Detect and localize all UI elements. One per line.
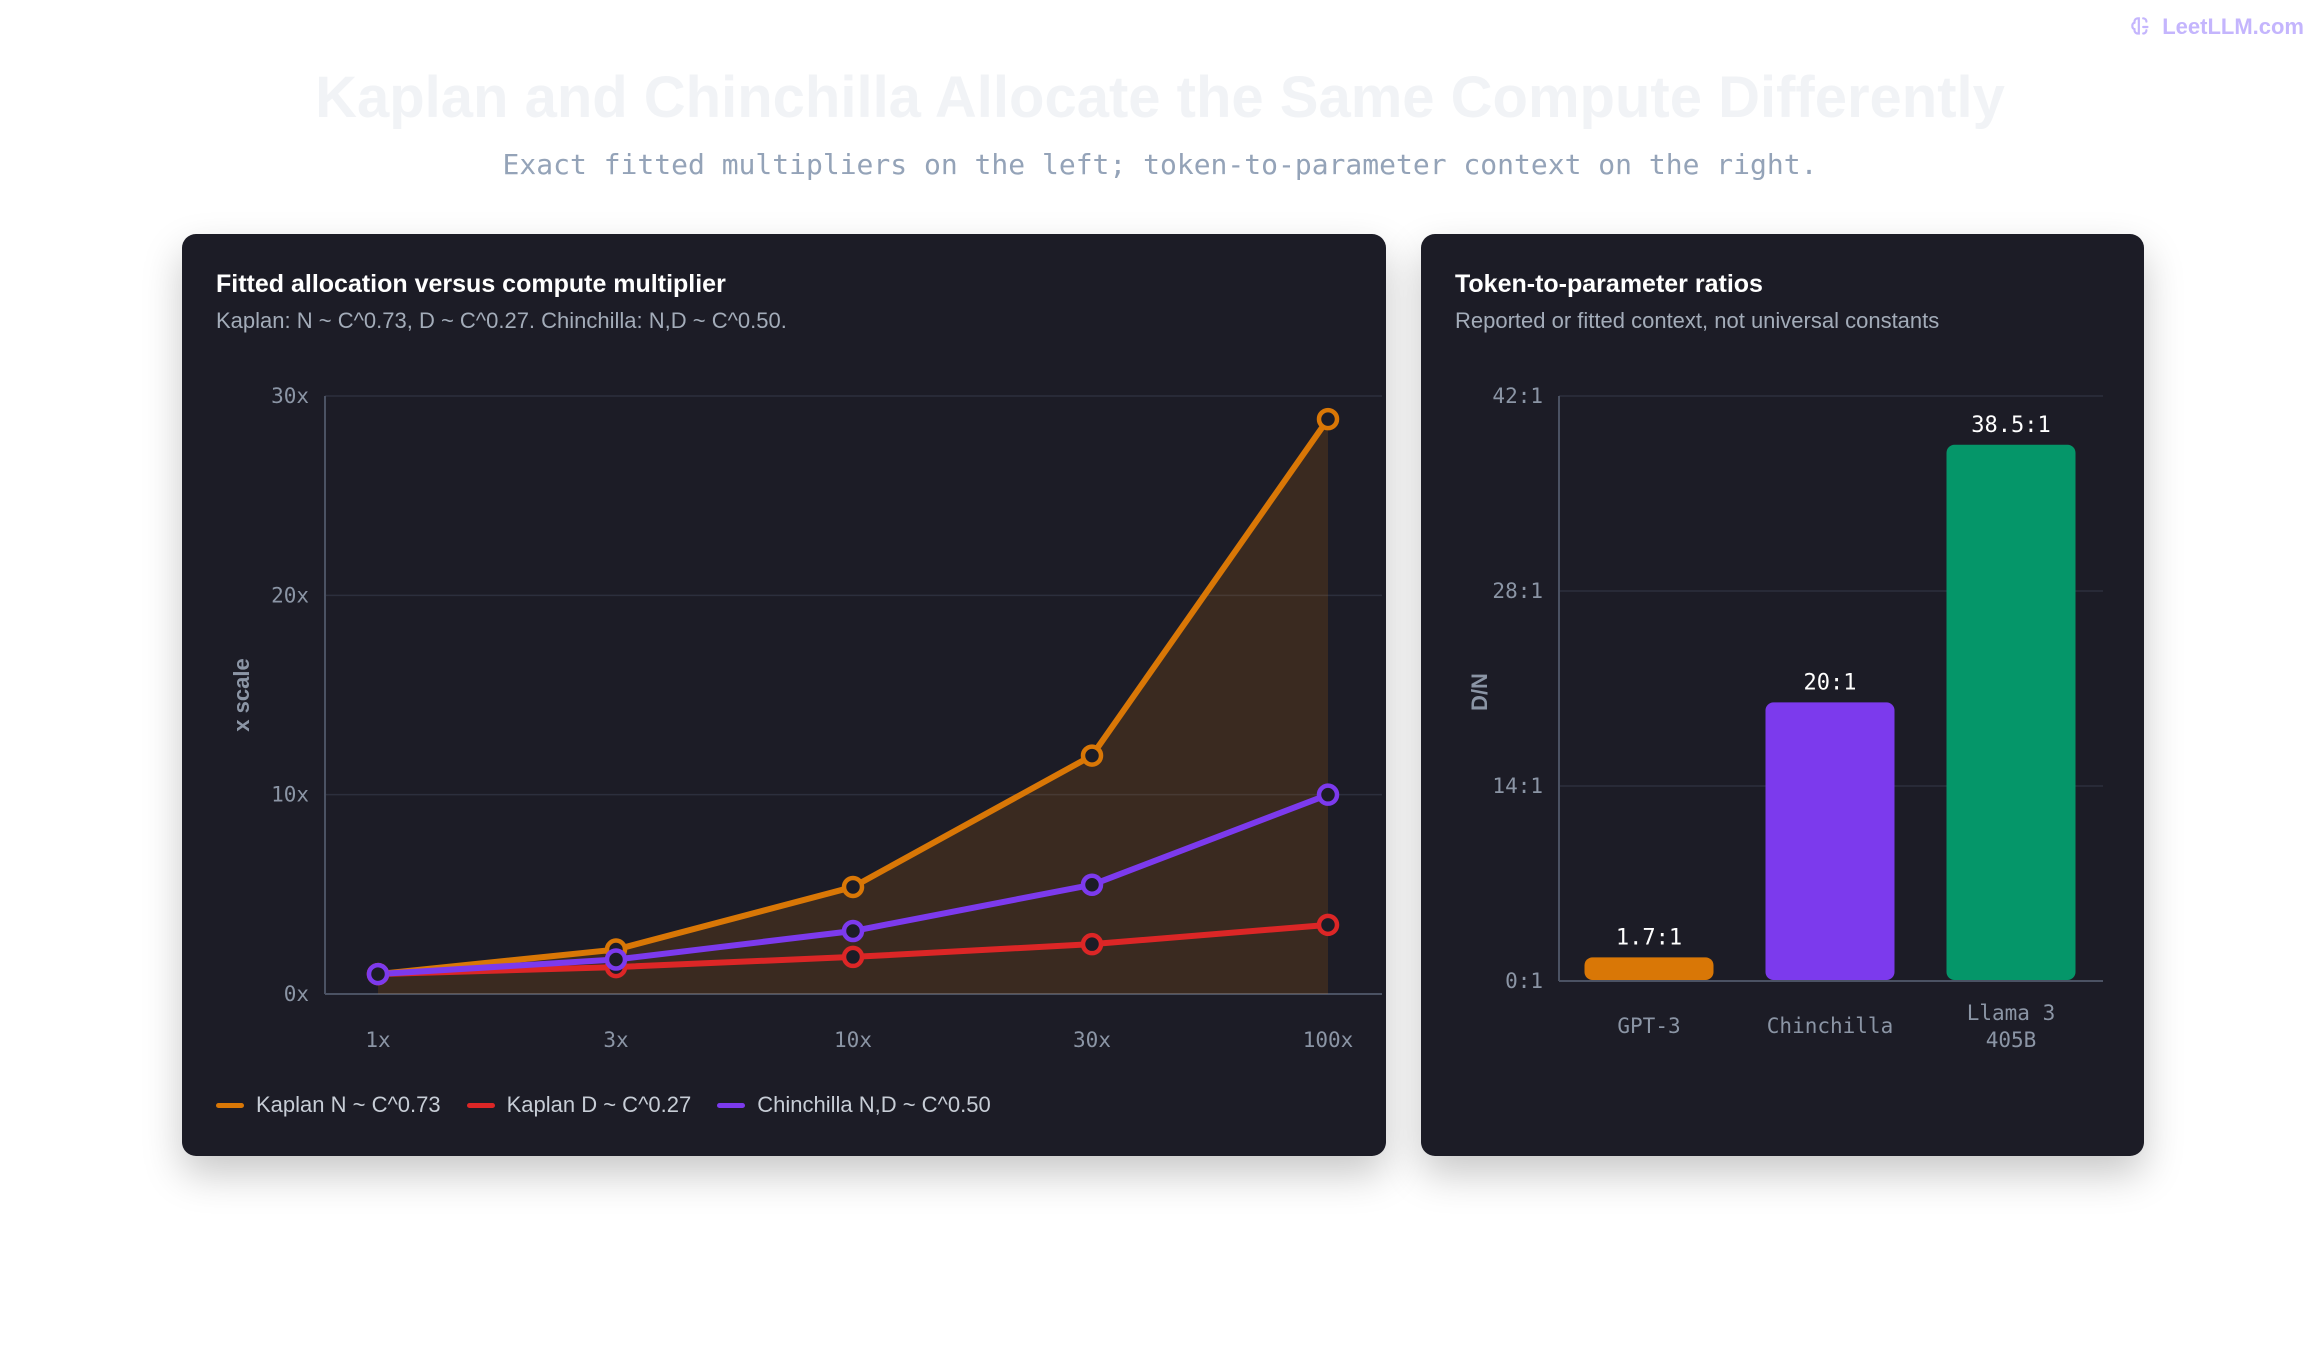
brand[interactable]: LeetLLM.com <box>2128 14 2304 40</box>
area-fill <box>378 419 1328 994</box>
page-title: Kaplan and Chinchilla Allocate the Same … <box>315 65 2005 130</box>
legend-label: Kaplan D ~ C^0.27 <box>506 1092 692 1117</box>
legend-label: Chinchilla N,D ~ C^0.50 <box>757 1092 991 1117</box>
data-point <box>841 875 865 899</box>
bar <box>1584 957 1714 980</box>
data-point <box>841 919 865 943</box>
y-tick-label: 20x <box>271 583 309 607</box>
y-axis-label: D/N <box>1467 673 1492 711</box>
y-tick-label: 0x <box>284 982 309 1006</box>
legend-label: Kaplan N ~ C^0.73 <box>256 1092 441 1117</box>
legend-item-kaplan-d: Kaplan D ~ C^0.27 <box>466 1092 692 1118</box>
y-tick-label: 0:1 <box>1505 969 1543 993</box>
y-axis-label: x scale <box>229 658 254 731</box>
bar <box>1765 702 1895 980</box>
y-tick-label: 14:1 <box>1492 774 1543 798</box>
bar-value-label: 20:1 <box>1804 670 1857 695</box>
data-point <box>841 945 865 969</box>
x-tick-label: Llama 3 <box>1967 1001 2056 1025</box>
bar-value-label: 1.7:1 <box>1616 925 1682 950</box>
allocation-panel-subtitle: Kaplan: N ~ C^0.73, D ~ C^0.27. Chinchil… <box>216 308 787 333</box>
legend-swatch <box>466 1102 495 1108</box>
bar-value-label: 38.5:1 <box>1971 413 2050 438</box>
data-point <box>366 962 390 986</box>
y-tick-label: 10x <box>271 783 309 807</box>
legend-item-kaplan-n: Kaplan N ~ C^0.73 <box>216 1092 441 1118</box>
bar-chart: 0:1 14:1 28:1 42:1 D/N 1.7:1 GPT-3 20:1 Chinchil… <box>1467 384 2103 1052</box>
page-subtitle: Exact fitted multipliers on the left; to… <box>502 148 1818 181</box>
x-tick-label: Chinchilla <box>1767 1014 1893 1038</box>
x-tick-label: 3x <box>603 1028 628 1052</box>
brain-icon <box>2131 17 2149 35</box>
data-point <box>604 948 628 971</box>
bar <box>1946 444 2076 980</box>
data-point <box>1080 932 1104 956</box>
brand-name: LeetLLM.com <box>2162 14 2304 39</box>
legend-item-chinchilla: Chinchilla N,D ~ C^0.50 <box>717 1092 991 1118</box>
x-tick-label: 10x <box>834 1028 872 1052</box>
allocation-panel-title: Fitted allocation versus compute multipl… <box>216 270 726 298</box>
legend: Kaplan N ~ C^0.73 Kaplan D ~ C^0.27 Chin… <box>216 1092 991 1118</box>
x-tick-label: 1x <box>365 1028 390 1052</box>
allocation-panel: Fitted allocation versus compute multipl… <box>182 234 1386 1156</box>
legend-swatch <box>216 1102 244 1108</box>
y-tick-label: 30x <box>271 384 309 408</box>
data-point <box>1080 873 1104 897</box>
x-tick-label: 405B <box>1986 1028 2037 1052</box>
x-tick-label: 100x <box>1303 1028 1354 1052</box>
data-point <box>1316 783 1340 806</box>
data-point <box>1316 913 1340 937</box>
data-point <box>1080 744 1104 767</box>
ratios-panel-title: Token-to-parameter ratios <box>1455 270 1763 298</box>
y-tick-label: 28:1 <box>1492 579 1543 603</box>
legend-swatch <box>717 1102 746 1108</box>
data-point <box>1316 407 1340 431</box>
x-tick-label: GPT-3 <box>1617 1014 1680 1038</box>
y-tick-label: 42:1 <box>1492 384 1543 408</box>
ratios-panel: Token-to-parameter ratios Reported or fi… <box>1421 234 2144 1156</box>
line-chart: 0x 10x 20x 30x 1x 3x 10x 30x 100x x scale <box>229 384 1382 1052</box>
ratios-panel-subtitle: Reported or fitted context, not universa… <box>1455 308 1940 333</box>
x-tick-label: 30x <box>1073 1028 1111 1052</box>
